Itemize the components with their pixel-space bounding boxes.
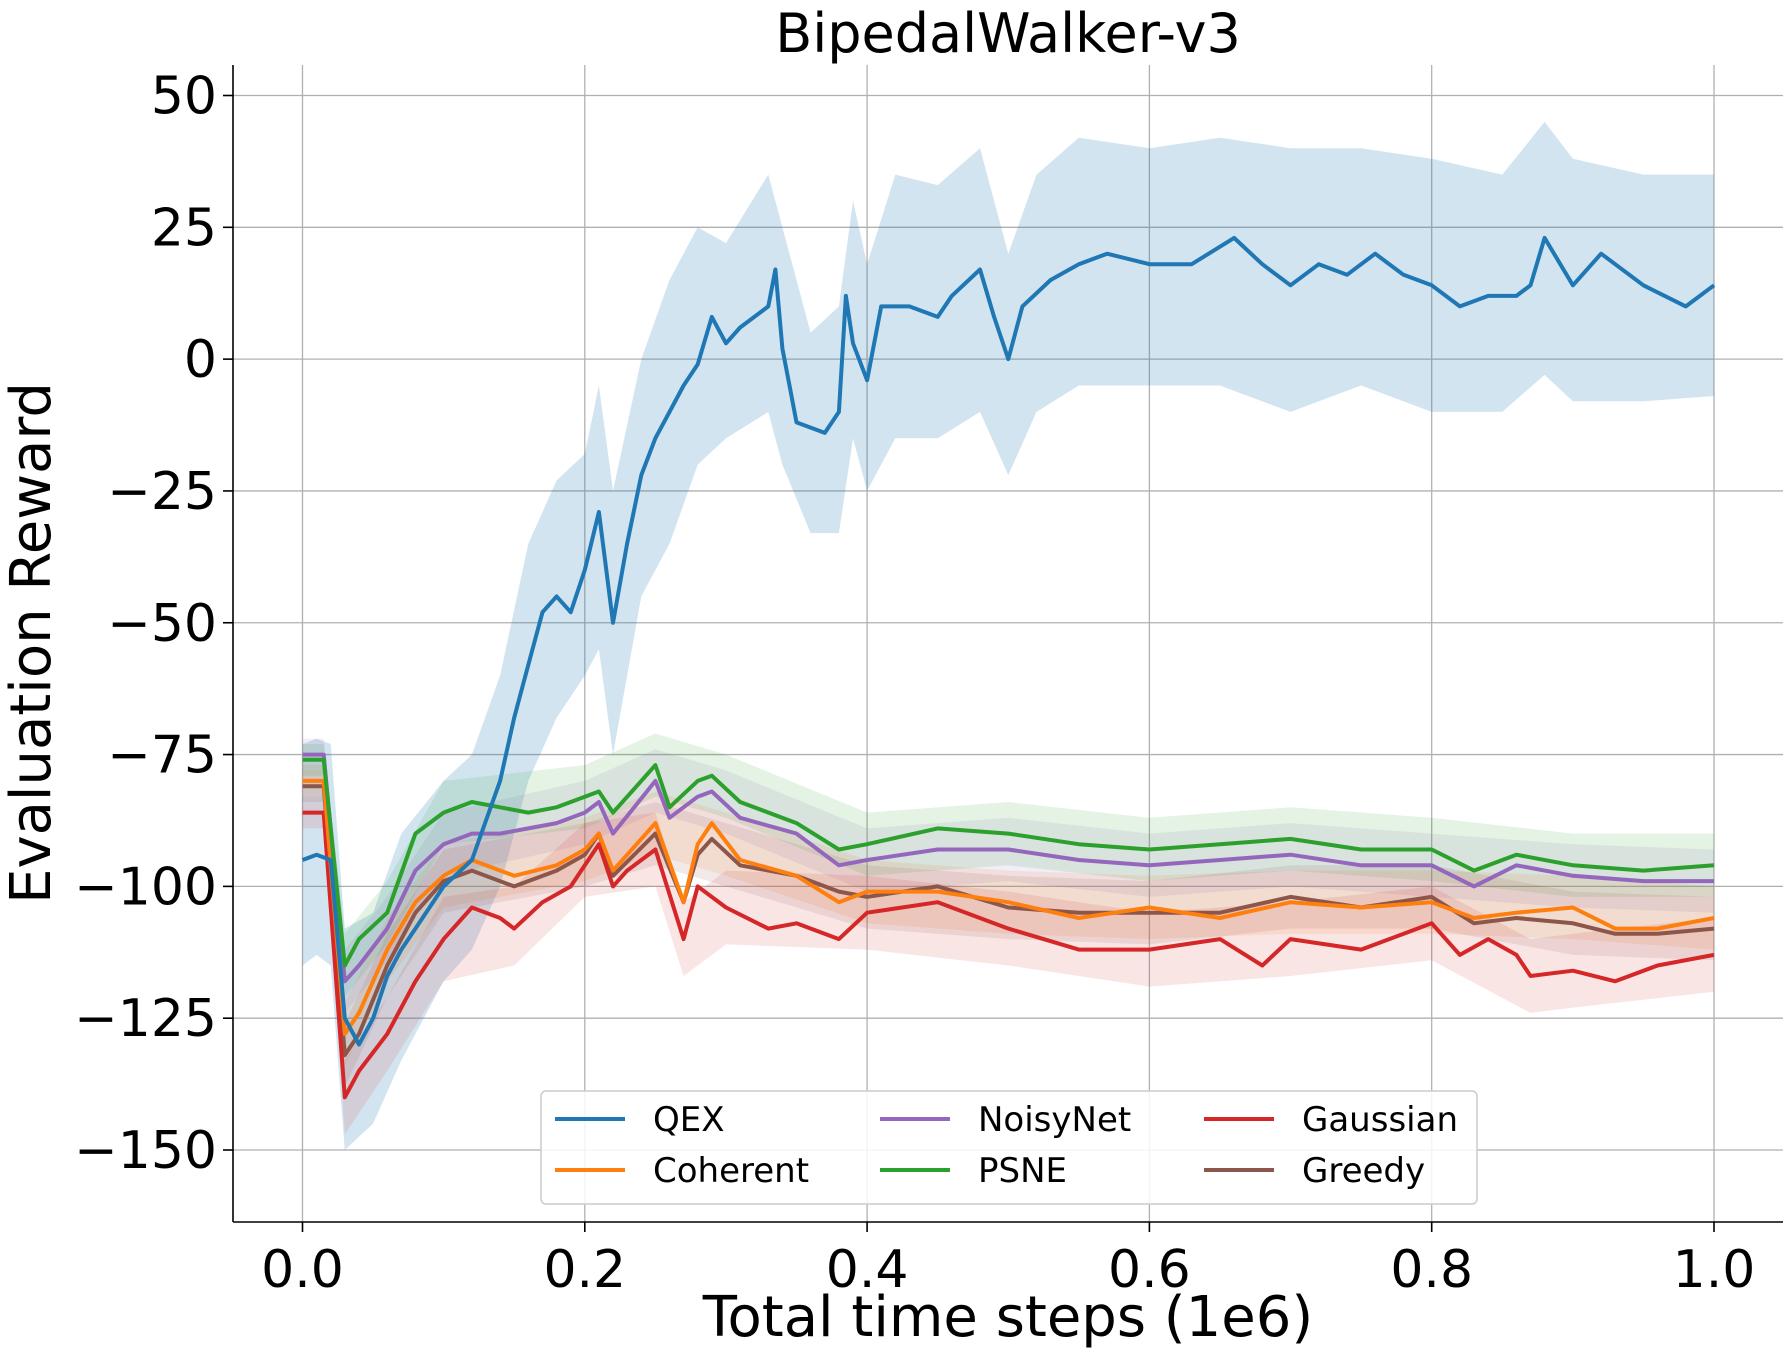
legend-label-gaussian: Gaussian: [1302, 1100, 1458, 1140]
legend-label-greedy: Greedy: [1302, 1151, 1425, 1191]
x-tick-label: 0.4: [826, 1240, 909, 1300]
x-tick-label: 0.0: [261, 1240, 344, 1300]
series-line-qex: [301, 235, 1716, 1047]
y-tick-label: −150: [74, 1121, 217, 1181]
x-axis-label: Total time steps (1e6): [702, 1285, 1313, 1350]
band-psne: [302, 733, 1714, 998]
axes: [232, 65, 1783, 1223]
y-axis-label: Evaluation Reward: [0, 382, 64, 904]
legend-label-psne: PSNE: [978, 1151, 1067, 1191]
series-line-gaussian: [302, 810, 1715, 1100]
legend-label-qex: QEX: [653, 1100, 725, 1140]
confidence-bands: [302, 121, 1714, 1150]
x-tick-label: 1.0: [1673, 1240, 1756, 1300]
x-tick-label: 0.8: [1390, 1240, 1473, 1300]
y-tick-label: 0: [184, 330, 217, 390]
series-line-psne: [302, 757, 1715, 968]
band-qex: [302, 121, 1714, 1150]
band-gaussian: [302, 796, 1714, 1135]
x-tick-label: 0.6: [1108, 1240, 1191, 1300]
y-tick-label: −25: [107, 462, 217, 522]
series-line-coherent: [302, 778, 1715, 1036]
band-noisynet: [302, 738, 1714, 1013]
legend-label-noisynet: NoisyNet: [978, 1100, 1131, 1140]
series-line-noisynet: [302, 752, 1714, 984]
y-tick-label: 50: [151, 67, 217, 127]
y-tick-label: −50: [107, 594, 217, 654]
x-tick-label: 0.2: [543, 1240, 626, 1300]
chart-title: BipedalWalker-v3: [775, 2, 1241, 65]
y-tick-label: −100: [74, 857, 217, 917]
y-tick-label: 25: [151, 198, 217, 258]
legend: QEX Coherent NoisyNet PSNE Gaussian Greedy: [540, 1090, 1478, 1205]
x-ticks: 0.0 0.2 0.4 0.6 0.8 1.0: [261, 1222, 1755, 1300]
series-lines: [301, 235, 1716, 1100]
y-ticks: 50 25 0 −25 −50 −75 −100 −125 −150: [74, 67, 233, 1181]
band-coherent: [302, 765, 1714, 1066]
legend-label-coherent: Coherent: [653, 1151, 809, 1191]
y-tick-label: −125: [74, 989, 217, 1049]
grid: [233, 65, 1783, 1222]
y-tick-label: −75: [107, 726, 217, 786]
